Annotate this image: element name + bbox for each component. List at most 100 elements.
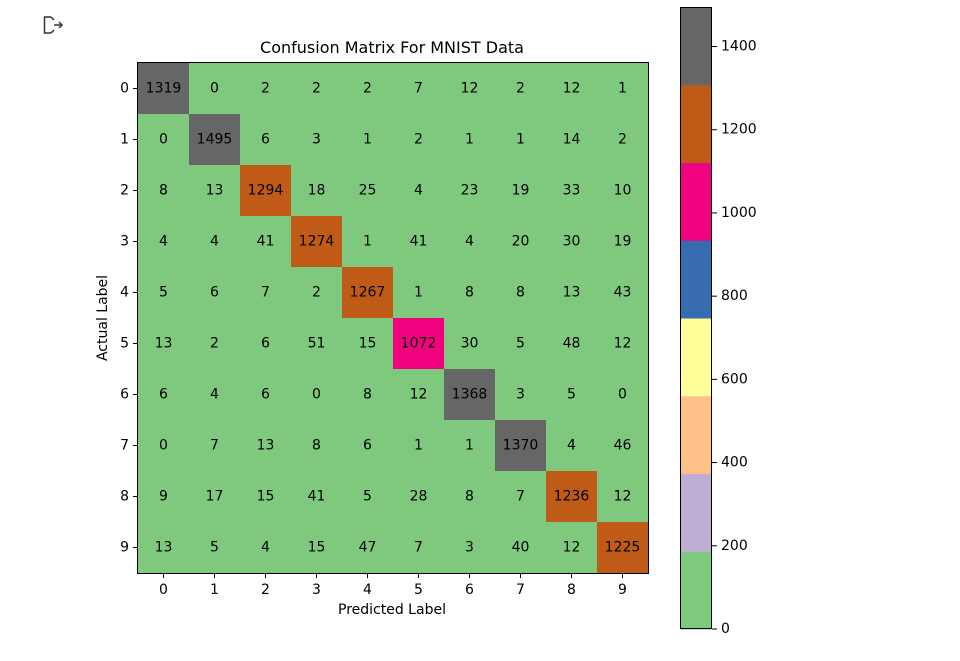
heatmap-cell xyxy=(138,318,190,370)
cell-value-label: 0 xyxy=(159,438,168,454)
y-axis-ticks: 0 1 2 3 4 5 6 7 8 9 xyxy=(120,81,138,556)
cell-value-label: 1274 xyxy=(299,234,335,250)
cell-value-label: 5 xyxy=(363,489,372,505)
heatmap-cell xyxy=(393,216,445,268)
heatmap-cell xyxy=(444,63,496,115)
cell-value-label: 1 xyxy=(618,81,627,97)
cell-value-label: 47 xyxy=(359,540,377,556)
heatmap-cell xyxy=(546,318,598,370)
cell-value-label: 30 xyxy=(461,336,479,352)
heatmap-cell xyxy=(291,216,343,268)
colorbar-tick-label: 400 xyxy=(721,455,748,471)
cell-value-label: 2 xyxy=(516,81,525,97)
cell-value-label: 6 xyxy=(261,387,270,403)
heatmap-cell xyxy=(138,420,190,472)
cell-value-label: 8 xyxy=(312,438,321,454)
colorbar xyxy=(680,7,712,630)
cell-value-label: 46 xyxy=(614,438,632,454)
heatmap-cell xyxy=(138,471,190,523)
cell-value-label: 5 xyxy=(159,285,168,301)
cell-value-label: 25 xyxy=(359,183,377,199)
heatmap-cell xyxy=(138,369,190,421)
heatmap-cell xyxy=(597,471,649,523)
heatmap-cell xyxy=(546,63,598,115)
heatmap-cell xyxy=(342,471,394,523)
colorbar-segment xyxy=(680,473,712,552)
cell-value-label: 0 xyxy=(159,132,168,148)
cell-value-label: 7 xyxy=(414,81,423,97)
heatmap-cell xyxy=(393,114,445,166)
heatmap-cell xyxy=(393,369,445,421)
heatmap-cell xyxy=(342,216,394,268)
cell-value-label: 6 xyxy=(261,132,270,148)
heatmap-cell xyxy=(342,318,394,370)
heatmap-cell xyxy=(138,267,190,319)
cell-value-label: 1 xyxy=(363,234,372,250)
heatmap-cell xyxy=(597,267,649,319)
heatmap-cell xyxy=(291,420,343,472)
cell-value-label: 8 xyxy=(159,183,168,199)
cell-value-label: 28 xyxy=(410,489,428,505)
x-tick-label: 7 xyxy=(516,582,525,598)
x-tick-label: 5 xyxy=(414,582,423,598)
heatmap-cell xyxy=(342,165,394,217)
heatmap-cell xyxy=(546,267,598,319)
cell-value-label: 1 xyxy=(465,438,474,454)
output-arrow-icon xyxy=(42,14,66,36)
heatmap-cell xyxy=(240,63,292,115)
cell-value-label: 1 xyxy=(414,285,423,301)
heatmap-cell xyxy=(444,267,496,319)
heatmap-cell xyxy=(138,63,190,115)
heatmap-cell xyxy=(240,420,292,472)
heatmap-cell xyxy=(546,420,598,472)
heatmap-cell xyxy=(546,522,598,574)
cell-value-label: 8 xyxy=(516,285,525,301)
cell-value-label: 4 xyxy=(567,438,576,454)
heatmap-cell xyxy=(597,369,649,421)
heatmap-cell xyxy=(495,471,547,523)
heatmap-cell xyxy=(291,522,343,574)
heatmap-cell xyxy=(291,267,343,319)
cell-value-label: 1368 xyxy=(452,387,488,403)
cell-value-label: 8 xyxy=(363,387,372,403)
y-tick-label: 9 xyxy=(120,540,129,556)
heatmap-cell xyxy=(291,471,343,523)
heatmap-cell xyxy=(444,471,496,523)
cell-value-label: 1 xyxy=(363,132,372,148)
heatmap-cell xyxy=(240,471,292,523)
colorbar-segment xyxy=(680,240,712,319)
y-tick-label: 2 xyxy=(120,183,129,199)
cell-value-label: 8 xyxy=(465,285,474,301)
heatmap-cell xyxy=(189,165,241,217)
x-tick-label: 0 xyxy=(159,582,168,598)
cell-value-label: 1 xyxy=(414,438,423,454)
cell-value-label: 43 xyxy=(614,285,632,301)
cell-value-label: 33 xyxy=(563,183,581,199)
cell-value-label: 41 xyxy=(410,234,428,250)
cell-value-label: 14 xyxy=(563,132,581,148)
heatmap-cell xyxy=(495,267,547,319)
heatmap-cell xyxy=(495,420,547,472)
heatmap-cell xyxy=(240,522,292,574)
colorbar-tick-label: 0 xyxy=(721,621,730,637)
heatmap-cell xyxy=(189,522,241,574)
heatmap-cell xyxy=(495,369,547,421)
cell-value-label: 7 xyxy=(261,285,270,301)
cell-value-label: 6 xyxy=(159,387,168,403)
cell-value-label: 4 xyxy=(465,234,474,250)
cell-value-label: 8 xyxy=(465,489,474,505)
cell-value-label: 6 xyxy=(261,336,270,352)
x-tick-label: 8 xyxy=(567,582,576,598)
heatmap-cell xyxy=(444,114,496,166)
cell-value-label: 12 xyxy=(410,387,428,403)
heatmap-cell xyxy=(342,114,394,166)
colorbar-segment xyxy=(680,7,712,86)
heatmap-cell xyxy=(342,369,394,421)
cell-value-label: 7 xyxy=(210,438,219,454)
cell-value-label: 2 xyxy=(363,81,372,97)
colorbar-tick-label: 600 xyxy=(721,371,748,387)
heatmap-cell xyxy=(393,522,445,574)
cell-value-label: 13 xyxy=(257,438,275,454)
cell-value-label: 7 xyxy=(516,489,525,505)
heatmap-cell xyxy=(342,522,394,574)
